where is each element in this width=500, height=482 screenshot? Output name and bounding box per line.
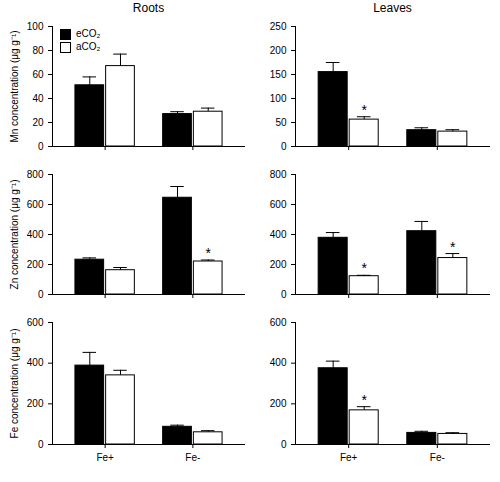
svg-text:600: 600 — [270, 317, 287, 328]
svg-text:400: 400 — [27, 229, 44, 240]
svg-text:600: 600 — [270, 199, 287, 210]
html-text:Leaves: Leaves — [373, 1, 412, 15]
svg-text:*: * — [361, 102, 367, 118]
svg-text:0: 0 — [38, 439, 44, 450]
svg-text:20: 20 — [32, 117, 44, 128]
svg-text:*: * — [361, 260, 367, 276]
svg-text:200: 200 — [27, 259, 44, 270]
svg-text:600: 600 — [27, 317, 44, 328]
svg-text:600: 600 — [27, 199, 44, 210]
svg-text:Fe concentration (μg g⁻¹): Fe concentration (μg g⁻¹) — [9, 329, 20, 439]
svg-text:0: 0 — [38, 141, 44, 152]
svg-text:0: 0 — [281, 439, 287, 450]
svg-text:800: 800 — [27, 169, 44, 180]
svg-text:40: 40 — [32, 93, 44, 104]
svg-text:Fe-: Fe- — [430, 452, 445, 463]
html-text:aCO₂: aCO₂ — [76, 41, 101, 52]
svg-text:Fe+: Fe+ — [96, 452, 114, 463]
html-text:eCO₂: eCO₂ — [76, 28, 101, 39]
svg-text:0: 0 — [281, 289, 287, 300]
svg-text:100: 100 — [270, 93, 287, 104]
svg-text:200: 200 — [270, 259, 287, 270]
svg-text:0: 0 — [38, 289, 44, 300]
svg-text:400: 400 — [270, 229, 287, 240]
svg-text:Fe+: Fe+ — [340, 452, 358, 463]
svg-text:200: 200 — [270, 398, 287, 409]
svg-text:800: 800 — [270, 169, 287, 180]
svg-text:*: * — [450, 239, 456, 255]
svg-text:250: 250 — [270, 21, 287, 32]
svg-text:50: 50 — [275, 117, 287, 128]
svg-text:80: 80 — [32, 45, 44, 56]
svg-text:*: * — [205, 245, 211, 261]
svg-text:150: 150 — [270, 69, 287, 80]
svg-text:Mn concentration (μg g⁻¹): Mn concentration (μg g⁻¹) — [9, 30, 20, 142]
svg-text:Fe-: Fe- — [185, 452, 200, 463]
svg-text:400: 400 — [27, 357, 44, 368]
svg-text:Zn concentration (μg g⁻¹): Zn concentration (μg g⁻¹) — [9, 180, 20, 290]
svg-text:*: * — [361, 392, 367, 408]
svg-text:400: 400 — [270, 357, 287, 368]
svg-text:100: 100 — [27, 21, 44, 32]
svg-text:60: 60 — [32, 69, 44, 80]
svg-text:200: 200 — [270, 45, 287, 56]
svg-text:200: 200 — [27, 398, 44, 409]
html-text:Roots: Roots — [132, 1, 165, 15]
svg-text:0: 0 — [281, 141, 287, 152]
